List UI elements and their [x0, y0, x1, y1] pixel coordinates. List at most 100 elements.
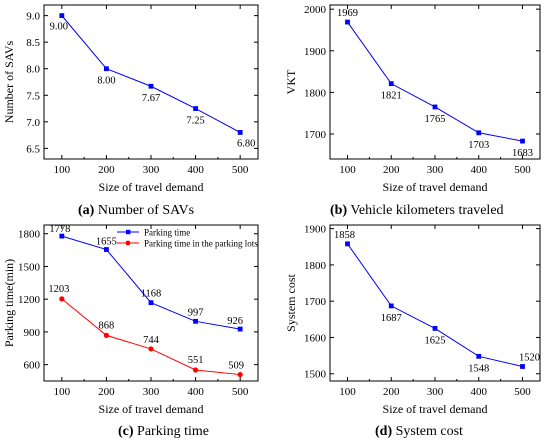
data-point [237, 130, 243, 135]
data-point [193, 106, 198, 111]
y-tick-label: 1700 [304, 296, 327, 308]
data-point [520, 364, 525, 369]
data-point [104, 247, 109, 252]
y-tick-label: 8.0 [26, 64, 40, 76]
x-tick-label: 100 [54, 164, 71, 176]
caption-b: (b) Vehicle kilometers traveled [330, 203, 504, 218]
data-label: 9.00 [50, 22, 68, 33]
data-label: 7.67 [142, 93, 160, 104]
y-tick-label: 9.0 [26, 11, 40, 23]
x-tick-label: 300 [427, 164, 444, 176]
data-point [148, 346, 154, 352]
data-label: 6.80 [237, 138, 255, 149]
y-tick-label: 1800 [304, 87, 327, 99]
x-tick-label: 400 [471, 386, 488, 398]
x-axis-label: Size of travel demand [383, 402, 488, 416]
caption-d: (d) System cost [375, 424, 463, 439]
plot-frame [43, 4, 259, 160]
data-label: 1858 [334, 230, 355, 241]
chart-panel-c: 100 200 300 400 500 600 900 1200 1500 1800 Size of… [2, 224, 259, 416]
data-label: 1778 [49, 224, 70, 235]
x-axis-label: Size of travel demand [99, 402, 204, 416]
x-tick-label: 400 [471, 164, 488, 176]
data-label: 1203 [48, 284, 69, 295]
data-point [193, 318, 198, 324]
data-label: 1821 [381, 91, 402, 102]
plot-frame [329, 224, 541, 382]
x-tick-label: 200 [98, 164, 115, 176]
y-tick-label: 1800 [18, 229, 41, 241]
y-axis-label: System cost [284, 274, 298, 332]
data-label: 868 [99, 320, 115, 331]
x-tick-label: 400 [187, 164, 204, 176]
data-point [59, 233, 65, 239]
legend-marker [125, 240, 131, 246]
y-axis-label: Number of SAVs [2, 40, 16, 123]
data-point [103, 332, 110, 338]
y-tick-label: 1600 [304, 332, 327, 344]
data-label: 8.00 [97, 76, 115, 87]
data-label: 1969 [337, 8, 358, 19]
data-point [388, 81, 394, 87]
y-tick-label: 1500 [18, 261, 41, 273]
data-label: 1520 [519, 352, 540, 363]
x-tick-label: 500 [232, 386, 249, 398]
x-tick-label: 100 [339, 164, 356, 176]
x-tick-label: 500 [514, 386, 531, 398]
data-label: 997 [188, 307, 204, 318]
x-tick-label: 100 [339, 386, 356, 398]
data-point [59, 13, 65, 19]
data-label: 1703 [468, 140, 489, 151]
data-point [345, 19, 350, 25]
series-line [61, 15, 241, 133]
y-tick-label: 1700 [304, 129, 327, 141]
data-label: 926 [227, 316, 243, 327]
data-label: 1655 [96, 237, 117, 248]
x-tick-label: 500 [514, 164, 531, 176]
y-tick-label: 1500 [304, 369, 327, 381]
data-point [476, 353, 482, 359]
x-axis-label: Size of travel demand [99, 180, 204, 194]
x-tick-label: 200 [383, 386, 400, 398]
x-tick-label: 500 [232, 164, 249, 176]
chart-panel-d: 100 200 300 400 500 1500 1600 1700 1800 1900 Size … [284, 224, 541, 416]
caption-a: (a) Number of SAVs [78, 203, 195, 218]
data-point [148, 300, 154, 306]
series-line [61, 235, 241, 330]
plot-frame [329, 4, 541, 160]
data-point [104, 66, 109, 72]
x-tick-label: 300 [143, 386, 160, 398]
y-tick-label: 900 [24, 327, 41, 339]
caption-c: (c) Parking time [118, 424, 209, 439]
x-tick-label: 300 [427, 386, 444, 398]
data-label: 1687 [381, 313, 402, 324]
data-label: 1765 [425, 114, 446, 125]
x-tick-label: 200 [98, 386, 115, 398]
x-tick-label: 100 [54, 386, 71, 398]
data-point [520, 138, 525, 144]
data-point [345, 241, 350, 247]
y-tick-label: 6.5 [26, 143, 40, 155]
data-point [59, 296, 65, 302]
y-tick-label: 8.5 [26, 37, 40, 49]
data-point [476, 130, 482, 136]
y-tick-label: 2000 [304, 4, 327, 16]
y-axis-label: Parking time(min) [2, 259, 16, 347]
series-line [347, 243, 523, 367]
y-tick-label: 1900 [304, 224, 327, 236]
data-label: 1683 [512, 148, 533, 159]
y-tick-label: 1800 [304, 260, 327, 272]
data-point [388, 303, 394, 309]
y-tick-label: 1900 [304, 46, 327, 58]
y-tick-label: 600 [24, 360, 41, 372]
data-point [237, 326, 243, 332]
data-label: 744 [143, 335, 160, 346]
legend-entry: Parking time in the parking lots [144, 239, 258, 249]
y-axis-label: VKT [284, 69, 298, 94]
x-axis-label: Size of travel demand [383, 180, 488, 194]
data-label: 7.25 [186, 116, 204, 127]
chart-panel-a: 100 200 300 400 500 6.5 7.0 7.5 8.0 8.5 9.0 Size of… [2, 4, 259, 194]
data-point [432, 104, 438, 110]
y-tick-label: 7.0 [26, 117, 40, 129]
